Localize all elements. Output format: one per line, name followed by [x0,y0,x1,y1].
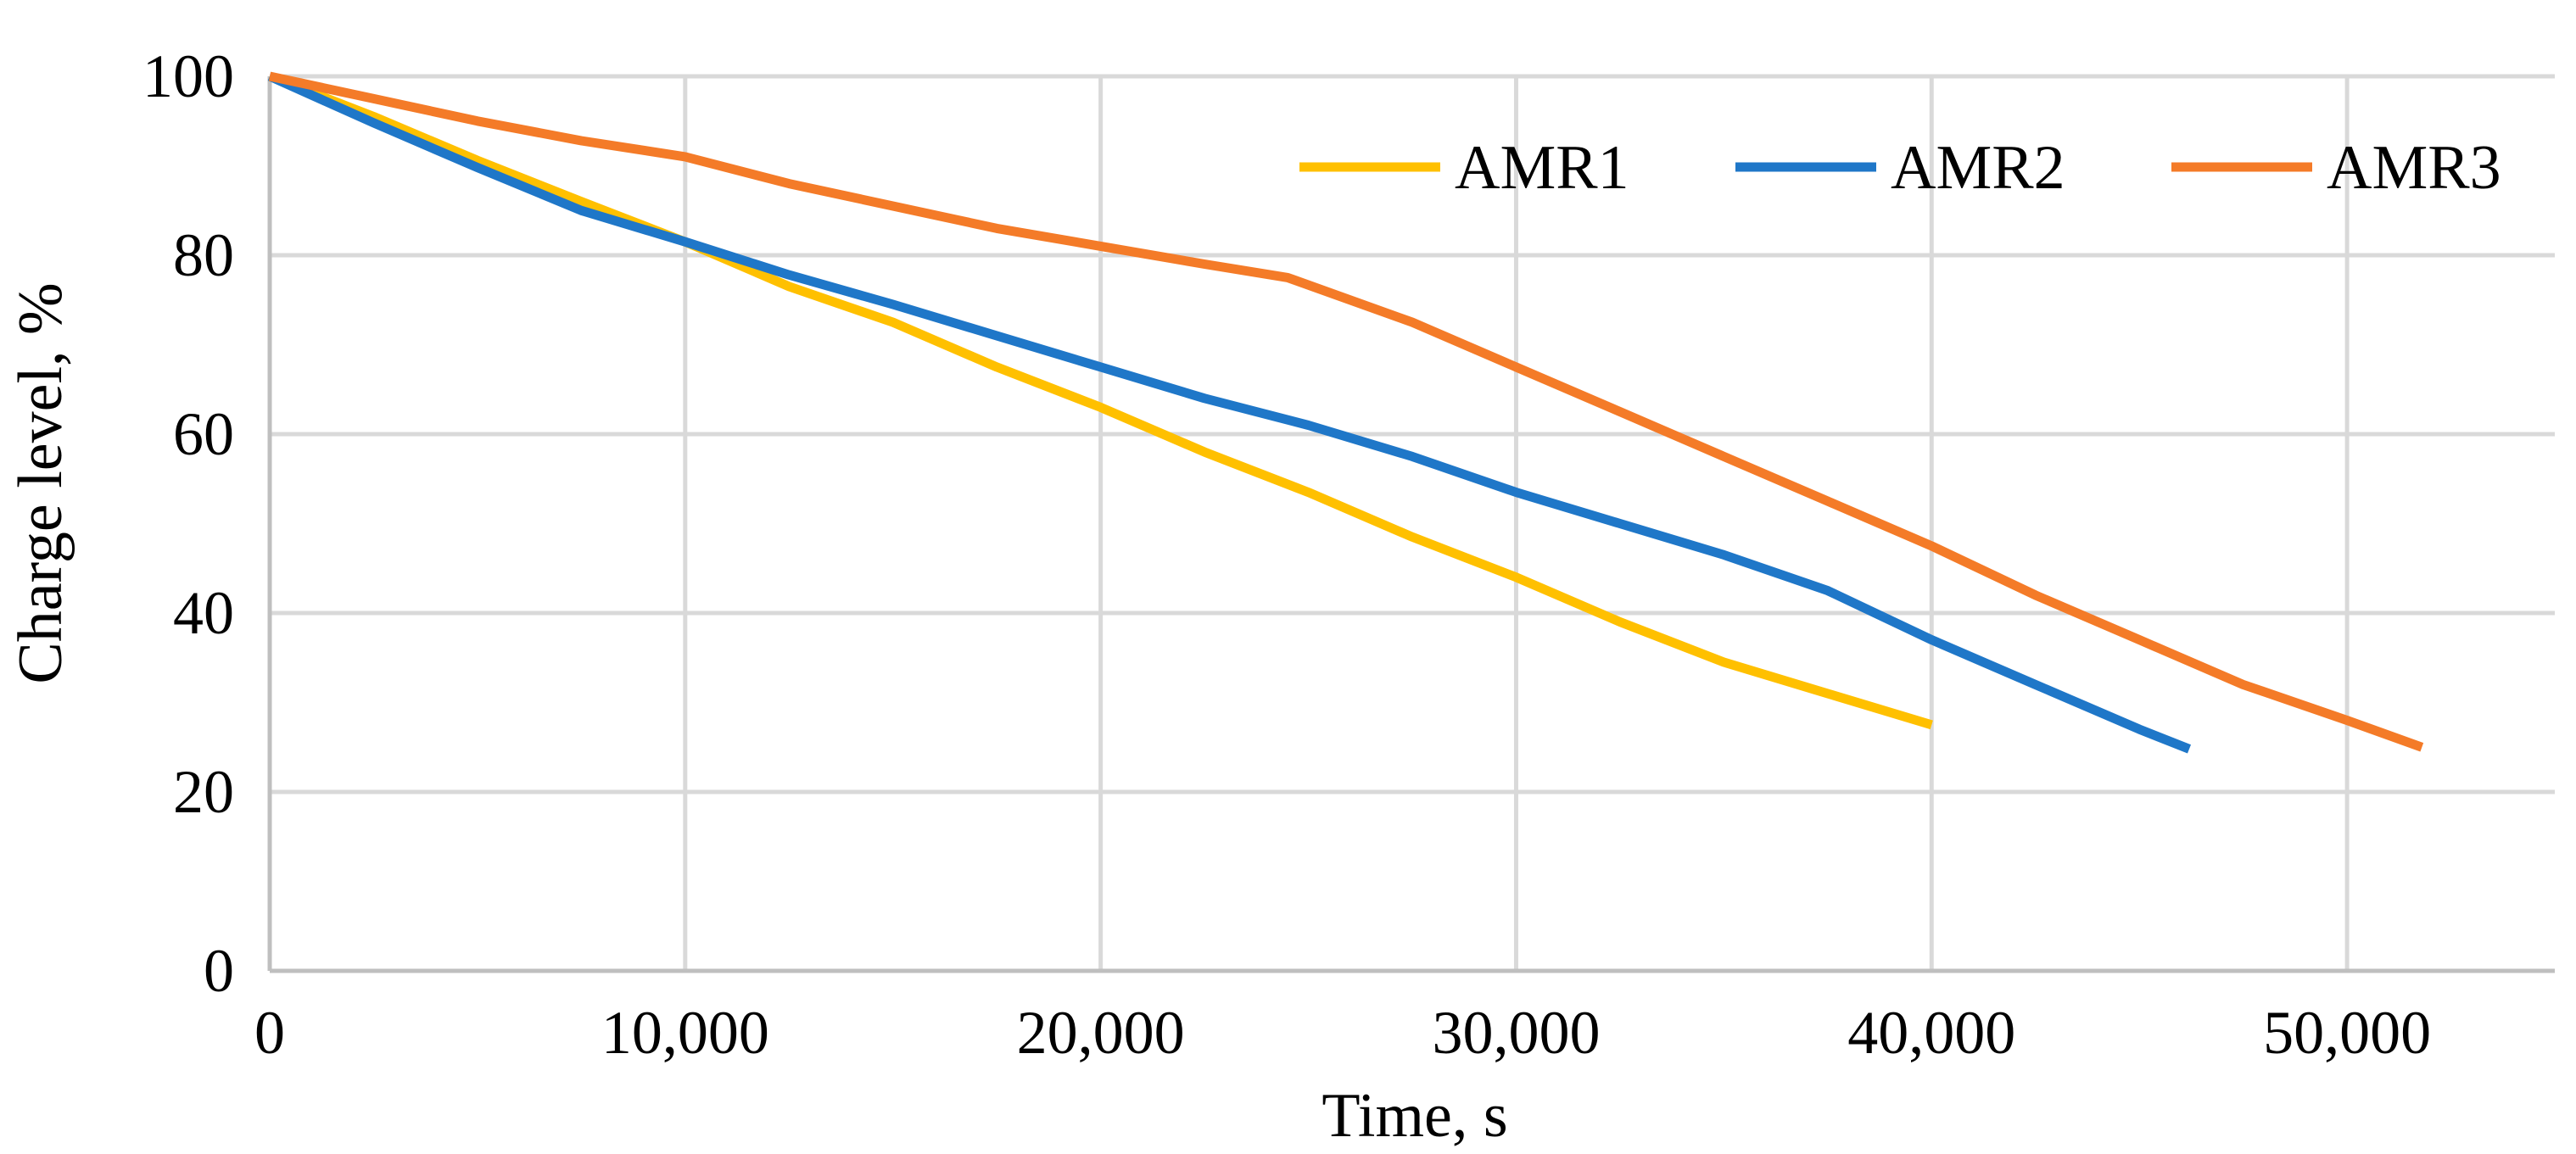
y-tick-label: 80 [173,221,234,289]
x-tick-label: 30,000 [1432,999,1600,1067]
y-tick-label: 0 [204,937,234,1005]
axes [267,76,2555,973]
series-line-amr2 [267,71,2192,754]
series-group [267,71,2424,754]
y-axis-title: Charge level, % [6,282,75,683]
tick-labels: 0 20 40 60 80 100 0 10,000 20,000 30,000 40,000 50,… [142,42,2431,1067]
x-tick-label: 50,000 [2263,999,2431,1067]
y-tick-label: 40 [173,579,234,647]
y-tick-label: 60 [173,400,234,468]
legend: AMR1 AMR2 AMR3 [1299,133,2501,203]
series-line-amr1 [268,71,1933,730]
legend-label-amr3: AMR3 [2327,133,2501,203]
y-tick-label: 100 [142,42,234,110]
series-line-amr3 [268,71,2424,752]
x-tick-label: 40,000 [1847,999,2015,1067]
grid [270,74,2555,971]
legend-label-amr1: AMR1 [1455,133,1629,203]
x-axis-title: Time, s [1322,1081,1507,1151]
x-tick-label: 0 [254,999,285,1067]
x-tick-label: 20,000 [1017,999,1185,1067]
x-tick-label: 10,000 [601,999,769,1067]
y-tick-label: 20 [173,758,234,826]
legend-label-amr2: AMR2 [1891,133,2065,203]
